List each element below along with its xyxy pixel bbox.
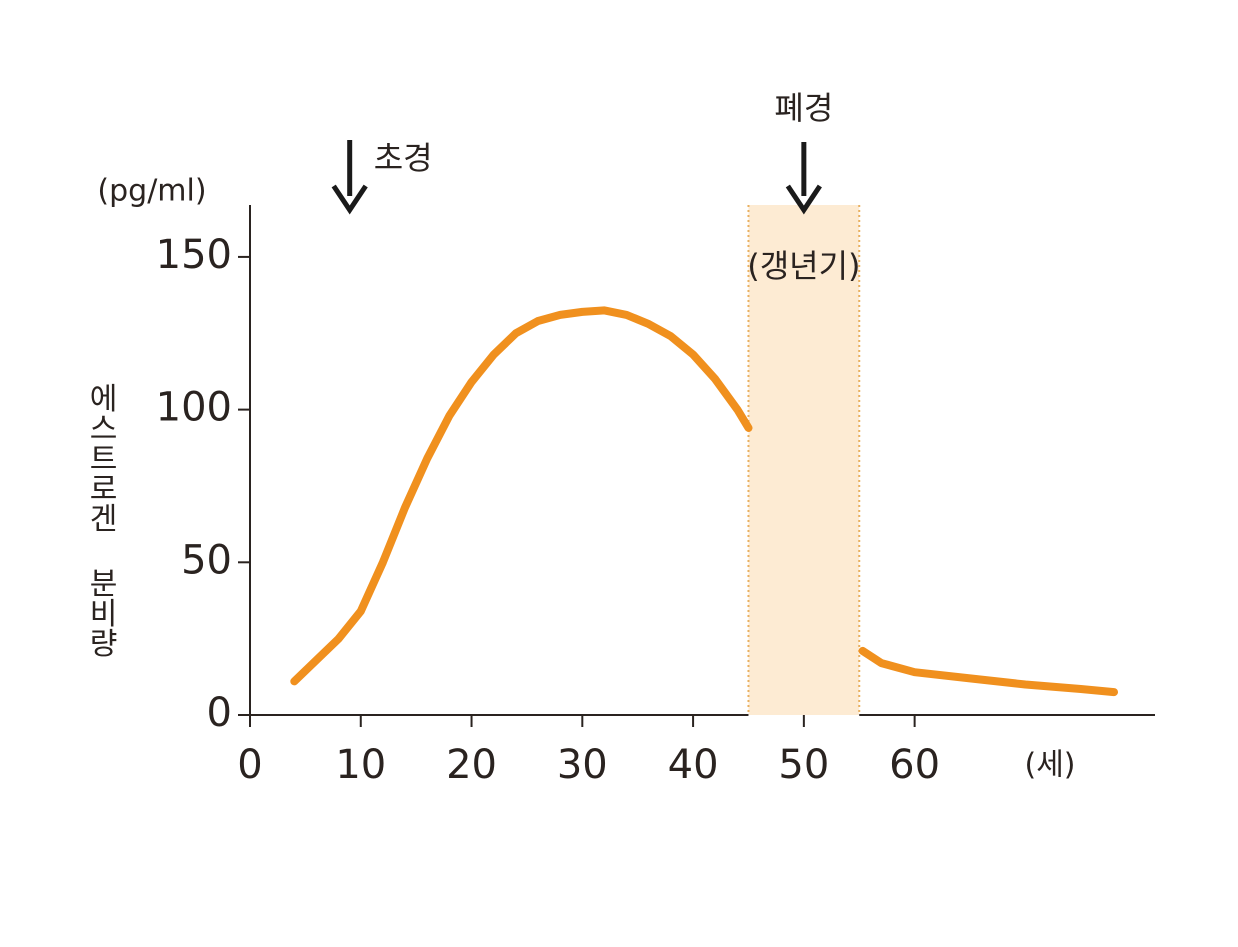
y-axis-label: 에스트로겐 분비량: [83, 383, 118, 658]
x-tick-label: 10: [335, 742, 386, 788]
annotation-label: 폐경: [774, 89, 833, 127]
x-tick-label: 20: [446, 742, 497, 788]
menopause-band: [748, 205, 860, 715]
x-tick-label: 40: [668, 742, 719, 788]
band-label: (갱년기): [747, 247, 860, 285]
y-tick-label: 100: [156, 385, 232, 431]
annotation-label: 초경: [374, 139, 433, 177]
y-tick-label: 50: [181, 537, 232, 583]
y-unit: (pg/ml): [97, 174, 206, 209]
x-tick-label: 0: [237, 742, 262, 788]
y-tick-label: 150: [156, 232, 232, 278]
x-tick-label: 30: [557, 742, 608, 788]
estrogen-line: [290, 306, 1118, 697]
annotation-arrow-head: [785, 184, 822, 215]
y-tick-label: 0: [207, 690, 232, 736]
x-unit: (세): [1024, 748, 1075, 783]
annotation-arrow-head: [331, 184, 368, 215]
x-tick-label: 50: [778, 742, 829, 788]
x-tick-label: 60: [889, 742, 940, 788]
